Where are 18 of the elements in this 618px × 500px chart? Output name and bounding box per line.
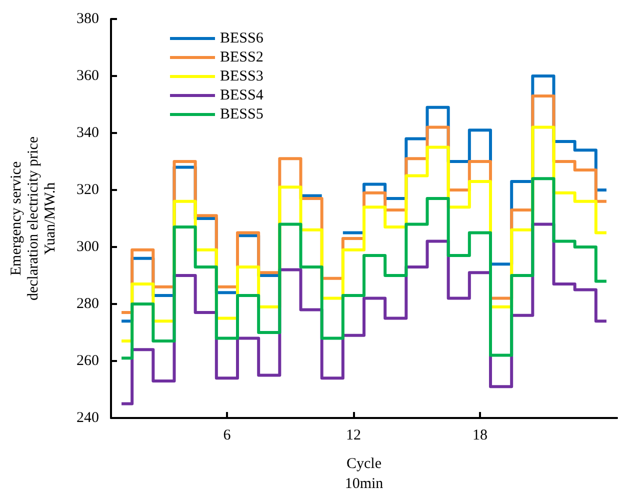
y-tick-label: 240 — [76, 410, 99, 426]
x-tick-label: 6 — [223, 428, 232, 444]
x-axis-title: Cycle 10min — [344, 456, 384, 492]
y-tick-label: 340 — [76, 125, 99, 141]
y-tick-label: 300 — [76, 239, 99, 255]
y-tick-label: 260 — [76, 353, 99, 369]
y-tick-label: 380 — [76, 11, 99, 27]
x-tick-label: 18 — [472, 428, 488, 444]
y-tick-label: 360 — [76, 68, 99, 84]
legend-label: BESS4 — [220, 88, 264, 104]
legend-label: BESS6 — [220, 30, 264, 46]
y-axis-title: Emergency service declaration electricity price Yuan/MW.h — [8, 136, 58, 301]
x-tick-label: 12 — [346, 428, 361, 444]
legend-label: BESS5 — [220, 106, 264, 122]
legend-label: BESS3 — [220, 68, 264, 84]
legend-label: BESS2 — [220, 50, 264, 66]
y-tick-label: 280 — [76, 296, 99, 312]
y-tick-label: 320 — [76, 182, 99, 198]
